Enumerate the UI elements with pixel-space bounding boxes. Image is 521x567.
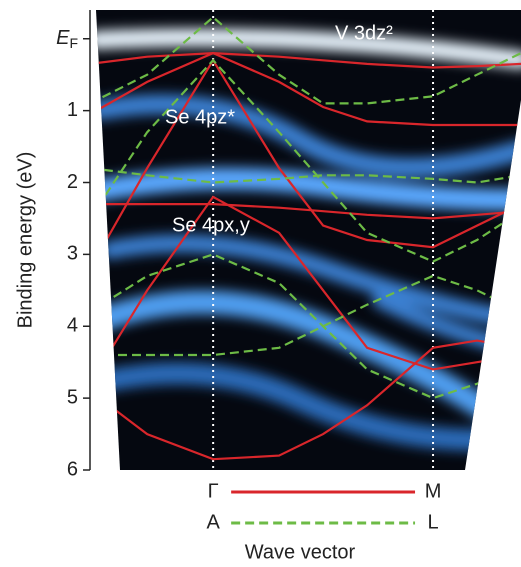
band-line (96, 58, 521, 270)
band-line (96, 58, 521, 263)
bands (96, 15, 521, 461)
grid (83, 10, 435, 471)
y-tick-label: 1 (67, 99, 78, 121)
band-line (96, 339, 521, 461)
band-line (96, 51, 521, 69)
y-tick-label: 4 (67, 315, 78, 337)
legend-end: M (425, 480, 442, 502)
annotation: Se 4pz* (165, 106, 235, 128)
y-tick-label: 3 (67, 243, 78, 265)
band-line (96, 195, 521, 385)
legend-start: Γ (208, 480, 219, 502)
annotation: Se 4px,y (172, 214, 250, 236)
y-tick-label: 6 (67, 458, 78, 480)
legend: Γ M A L (206, 480, 441, 533)
y-tick-label: EF (56, 27, 78, 50)
annotation: V 3dz² (335, 22, 393, 44)
y-axis-label: Binding energy (eV) (14, 152, 36, 329)
band-line (96, 15, 521, 105)
y-tick-label: 5 (67, 386, 78, 408)
legend-start: A (206, 511, 220, 533)
band-line (96, 203, 521, 220)
band-line (96, 51, 521, 127)
band-line (96, 274, 521, 357)
x-axis-label: Wave vector (245, 541, 356, 563)
y-tick-label: 2 (67, 171, 78, 193)
legend-end: L (427, 511, 438, 533)
